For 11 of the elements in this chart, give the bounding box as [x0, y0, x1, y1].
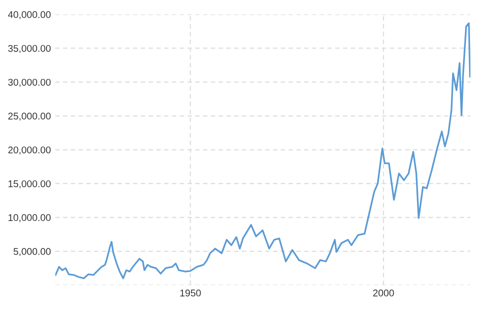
y-tick-label: 5,000.00: [14, 248, 51, 256]
y-tick-label: 20,000.00: [8, 146, 51, 155]
y-tick-label: 10,000.00: [8, 214, 51, 222]
y-tick-label: 30,000.00: [8, 78, 51, 87]
line-series: [55, 22, 470, 280]
x-tick-label: 2000: [373, 290, 394, 296]
y-tick-label: 35,000.00: [8, 44, 51, 54]
y-tick-label: 15,000.00: [8, 180, 51, 188]
x-tick-label: 1950: [180, 290, 201, 296]
y-tick-label: 25,000.00: [8, 112, 51, 121]
y-tick-label: 40,000.00: [8, 11, 51, 20]
